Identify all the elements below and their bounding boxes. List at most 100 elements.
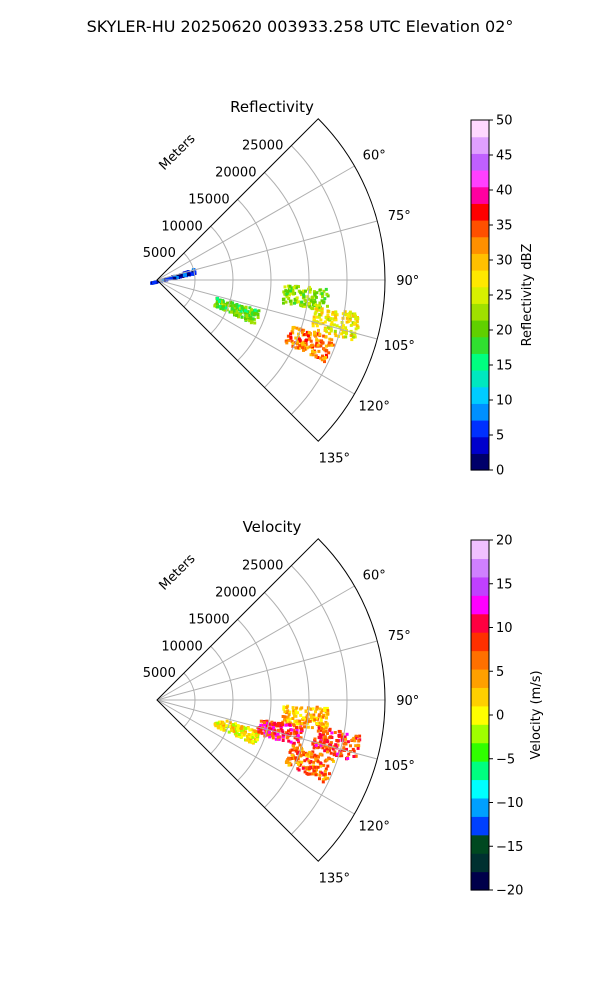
echo-cell: [230, 729, 234, 733]
echo-cell: [328, 748, 331, 752]
echo-cell: [356, 317, 360, 320]
echo-cell: [256, 732, 260, 736]
colorbar-swatch: [471, 853, 489, 873]
echo-cell: [314, 355, 318, 359]
echo-cell: [289, 763, 293, 767]
echo-cell: [337, 733, 341, 737]
echo-cell: [216, 296, 219, 300]
echo-cell: [302, 295, 306, 299]
echo-cell: [270, 732, 274, 736]
echo-cell: [316, 356, 320, 359]
echo-cell: [342, 330, 346, 334]
echo-cell: [355, 324, 359, 328]
echo-cell: [294, 731, 298, 735]
echo-cell: [165, 277, 169, 281]
echo-cell: [286, 760, 290, 764]
echo-cell: [323, 775, 327, 779]
echo-cell: [354, 327, 358, 331]
echo-cell: [289, 335, 293, 339]
echo-cell: [312, 746, 316, 750]
echo-cell: [251, 735, 255, 739]
colorbar-swatch: [471, 253, 489, 271]
reflectivity-colorbar-label: Reflectivity dBZ: [520, 244, 535, 347]
echo-cell: [248, 728, 252, 732]
echo-cell: [299, 753, 303, 757]
echo-cell: [271, 723, 275, 727]
echo-cell: [248, 319, 252, 323]
echo-cell: [320, 307, 324, 311]
echo-cell: [285, 341, 289, 345]
echo-cell: [266, 731, 269, 735]
echo-cell: [271, 733, 275, 737]
echo-cell: [318, 332, 322, 336]
azimuth-gridline: [156, 699, 378, 760]
echo-cell: [322, 289, 326, 293]
echo-cell: [300, 760, 304, 764]
echo-cell: [219, 300, 223, 304]
echo-cell: [246, 726, 250, 730]
echo-cell: [267, 730, 271, 734]
echo-cell: [323, 777, 327, 781]
echo-cell: [226, 301, 230, 305]
echo-cell: [300, 293, 303, 297]
echo-cell: [215, 301, 219, 305]
echo-cell: [237, 304, 241, 308]
echo-cell: [348, 317, 352, 320]
echo-cell: [310, 343, 314, 347]
echo-cell: [291, 341, 295, 345]
echo-cell: [321, 354, 324, 358]
echo-cell: [350, 338, 354, 342]
echo-cell: [336, 752, 340, 756]
echo-cell: [315, 291, 319, 295]
echo-cell: [325, 330, 329, 334]
echo-cell: [242, 729, 246, 733]
echo-cell: [326, 776, 330, 780]
echo-cell: [311, 324, 315, 328]
echo-cell: [301, 341, 305, 345]
colorbar-tick-label: 30: [496, 254, 513, 269]
echo-cell: [227, 730, 231, 734]
echo-cell: [313, 292, 317, 296]
velocity-colorbar: −20 −15 −10 −5 0 5 10 15 20: [470, 534, 523, 899]
echo-cell: [245, 314, 249, 318]
echo-cell: [347, 752, 351, 756]
echo-cell: [222, 728, 226, 732]
echo-cell: [219, 727, 223, 731]
echo-cell: [313, 350, 317, 354]
echo-cell: [291, 717, 295, 720]
echo-cell: [334, 311, 338, 315]
echo-cell: [328, 332, 332, 335]
echo-cell: [344, 332, 348, 336]
echo-cell: [324, 287, 328, 291]
echo-cell: [324, 344, 328, 348]
echo-cell: [328, 746, 332, 750]
echo-cell: [266, 733, 270, 737]
echo-cell: [319, 727, 323, 730]
echo-cell: [287, 739, 291, 743]
echo-cell: [308, 772, 312, 776]
echo-cell: [293, 301, 296, 305]
echo-cell: [303, 721, 307, 725]
echo-cell: [354, 736, 358, 740]
echo-cell: [173, 274, 177, 278]
echo-cell: [230, 307, 234, 311]
echo-cell: [284, 723, 288, 727]
echo-cell: [268, 735, 272, 739]
echo-cell: [351, 747, 355, 751]
echo-cell: [315, 338, 319, 342]
echo-cell: [354, 314, 357, 318]
echo-cell: [237, 729, 240, 733]
colorbar-swatch: [471, 816, 489, 836]
echo-cell: [313, 765, 317, 769]
echo-cell: [326, 309, 330, 313]
echo-cell: [320, 311, 324, 315]
echo-cell: [306, 772, 310, 776]
echo-cell: [308, 761, 312, 765]
echo-cell: [235, 730, 239, 734]
reflectivity-polar-sector: 5000 10000 15000 20000 25000 60° 75° 90° 105° 120…: [143, 118, 419, 466]
echo-cell: [332, 759, 335, 763]
echo-cell: [351, 312, 355, 316]
echo-cell: [356, 743, 360, 747]
echo-cell: [317, 726, 321, 730]
echo-cell: [357, 739, 361, 743]
